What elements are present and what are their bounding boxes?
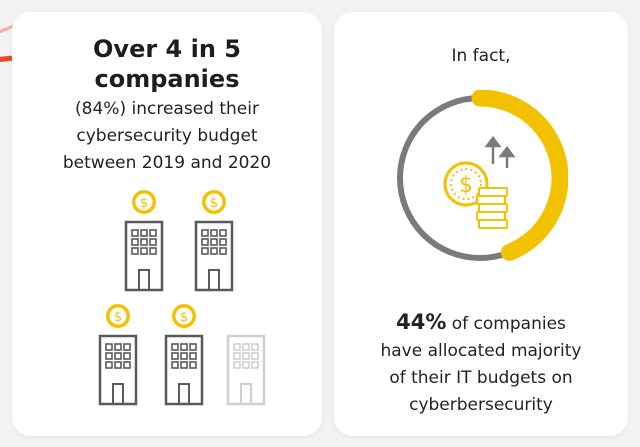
statement-line-1-rest: of companies <box>446 314 566 334</box>
budget-increase-card: Over 4 in 5 companies (84%) increased th… <box>12 12 322 436</box>
subheadline-line-1: (84%) increased their <box>75 99 259 119</box>
coin-icon: $ <box>202 190 226 214</box>
subheadline-line-3: between 2019 and 2020 <box>62 153 272 173</box>
statement-line-2: have allocated majority <box>380 341 582 361</box>
building-with-coin-icon: $ <box>98 304 138 406</box>
allocation-statement: 44% of companies have allocated majority… <box>334 309 628 419</box>
stat-percent: 44% <box>396 310 447 334</box>
building-with-coin-icon: $ <box>194 190 234 292</box>
headline-line-2: companies <box>94 65 240 93</box>
svg-text:$: $ <box>140 196 148 211</box>
statement-line-4: cyberbersecurity <box>409 395 553 415</box>
headline: Over 4 in 5 companies <box>12 34 322 94</box>
coin-icon: $ <box>132 190 156 214</box>
headline-line-1: Over 4 in 5 <box>93 35 241 63</box>
dollar-coin-with-rising-arrows-icon: $ <box>443 135 516 229</box>
coin-icon: $ <box>172 304 196 328</box>
subheadline-line-2: cybersecurity budget <box>76 126 258 146</box>
intro-text: In fact, <box>451 46 511 66</box>
coin-icon: $ <box>106 304 130 328</box>
allocation-donut: $ <box>397 90 568 261</box>
statement-line-1: 44% of companies <box>334 309 628 338</box>
donut-fill-arc <box>471 90 568 261</box>
subheadline: (84%) increased their cybersecurity budg… <box>12 96 322 177</box>
statement-line-3: of their IT budgets on <box>389 368 573 388</box>
building-with-coin-icon: $ <box>164 304 204 406</box>
svg-text:$: $ <box>180 310 188 325</box>
svg-text:$: $ <box>114 310 122 325</box>
coin-dollar-symbol: $ <box>459 173 473 198</box>
building-with-coin-icon: $ <box>124 190 164 292</box>
allocation-card: In fact, $ 44% of companies hav <box>334 12 628 436</box>
svg-text:$: $ <box>210 196 218 211</box>
building-icon <box>226 334 266 406</box>
